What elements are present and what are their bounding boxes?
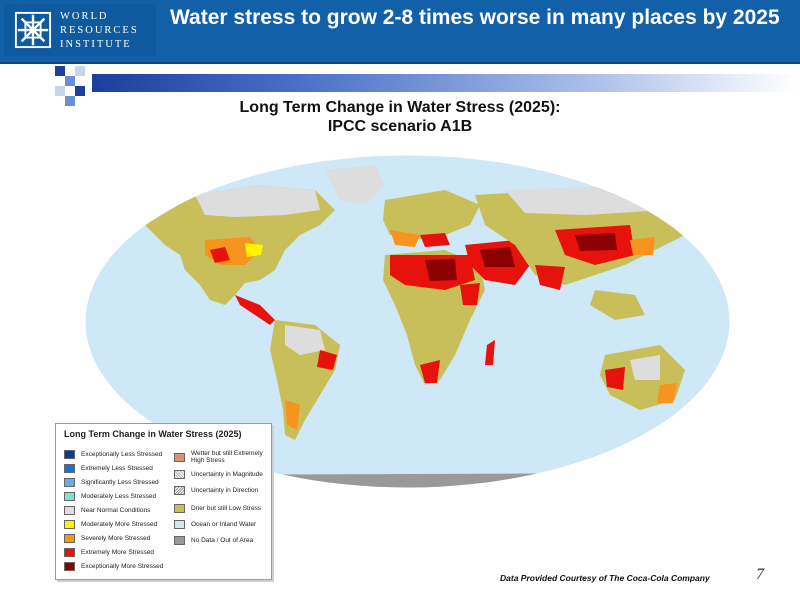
logo-line-3: INSTITUTE [60,39,132,50]
legend-label: Severely More Stressed [81,535,151,542]
legend-swatch [174,486,185,495]
legend-swatch [64,464,75,473]
legend-label: Moderately Less Stressed [81,493,157,500]
legend-item-extremely-less: Extremely Less Stressed [64,464,153,473]
legend-label: Extremely Less Stressed [81,465,153,472]
legend-item-moderately-less: Moderately Less Stressed [64,492,156,501]
map-title: Long Term Change in Water Stress (2025):… [150,98,650,136]
world-water-stress-map [85,155,730,488]
legend-label: No Data / Out of Area [191,537,254,544]
legend-swatch [64,478,75,487]
map-title-line-2: IPCC scenario A1B [327,118,473,135]
legend-swatch [64,450,75,459]
knot-logo-icon [14,11,52,49]
gradient-bar [92,74,797,92]
legend-label: Exceptionally More Stressed [81,563,164,570]
slide-title: Water stress to grow 2-8 times worse in … [170,6,780,29]
legend-item-no-data: No Data / Out of Area [174,536,253,545]
data-credit: Data Provided Courtesy of The Coca-Cola … [500,573,710,583]
map-title-line-1: Long Term Change in Water Stress (2025): [239,99,561,116]
legend-item-exceptionally-more: Exceptionally More Stressed [64,562,163,571]
legend-label: Ocean or Inland Water [191,521,257,528]
legend-swatch [174,470,185,479]
legend-item-drier-low-stress: Drier but still Low Stress [174,504,261,513]
legend-swatch [64,534,75,543]
greenland [325,165,385,205]
legend-swatch [64,506,75,515]
legend-item-significantly-less: Significantly Less Stressed [64,478,159,487]
legend-item-wetter-high-stress: Wetter but still Extremely High Stress [174,450,266,464]
legend-swatch [64,492,75,501]
legend-label: Exceptionally Less Stressed [81,451,163,458]
legend-swatch [64,562,75,571]
legend-label: Extremely More Stressed [81,549,154,556]
logo-line-2: RESOURCES [60,25,139,36]
legend-swatch [174,536,185,545]
legend-label: Uncertainty in Magnitude [191,471,263,478]
wri-logo: WORLD RESOURCES INSTITUTE [4,4,156,56]
logo-line-1: WORLD [60,11,109,22]
legend-label: Near Normal Conditions [81,507,151,514]
legend-item-uncertainty-magnitude: Uncertainty in Magnitude [174,470,263,479]
legend-swatch [174,504,185,513]
decorative-squares [55,66,85,106]
legend-label: Wetter but still Extremely High Stress [191,450,263,464]
legend-title: Long Term Change in Water Stress (2025) [64,429,242,439]
europe [383,190,480,240]
legend-swatch [174,520,185,529]
legend-swatch [174,452,185,462]
logo-text: WORLD RESOURCES INSTITUTE [60,10,139,52]
legend-label: Drier but still Low Stress [191,505,262,512]
header-banner: WORLD RESOURCES INSTITUTE Water stress t… [0,0,800,64]
legend-swatch [64,548,75,557]
legend-item-uncertainty-direction: Uncertainty in Direction [174,486,258,495]
legend-item-near-normal: Near Normal Conditions [64,506,150,515]
legend-label: Moderately More Stressed [81,521,158,528]
legend-item-extremely-more: Extremely More Stressed [64,548,154,557]
page-number: 7 [756,566,764,583]
central-america [235,295,275,325]
legend-item-ocean: Ocean or Inland Water [174,520,256,529]
legend-item-exceptionally-less: Exceptionally Less Stressed [64,450,162,459]
legend-swatch [64,520,75,529]
legend-item-moderately-more: Moderately More Stressed [64,520,157,529]
legend-label: Significantly Less Stressed [81,479,159,486]
southeast-asia [590,290,645,320]
map-legend: Long Term Change in Water Stress (2025) … [55,423,272,580]
legend-item-severely-more: Severely More Stressed [64,534,150,543]
legend-label: Uncertainty in Direction [191,487,259,494]
